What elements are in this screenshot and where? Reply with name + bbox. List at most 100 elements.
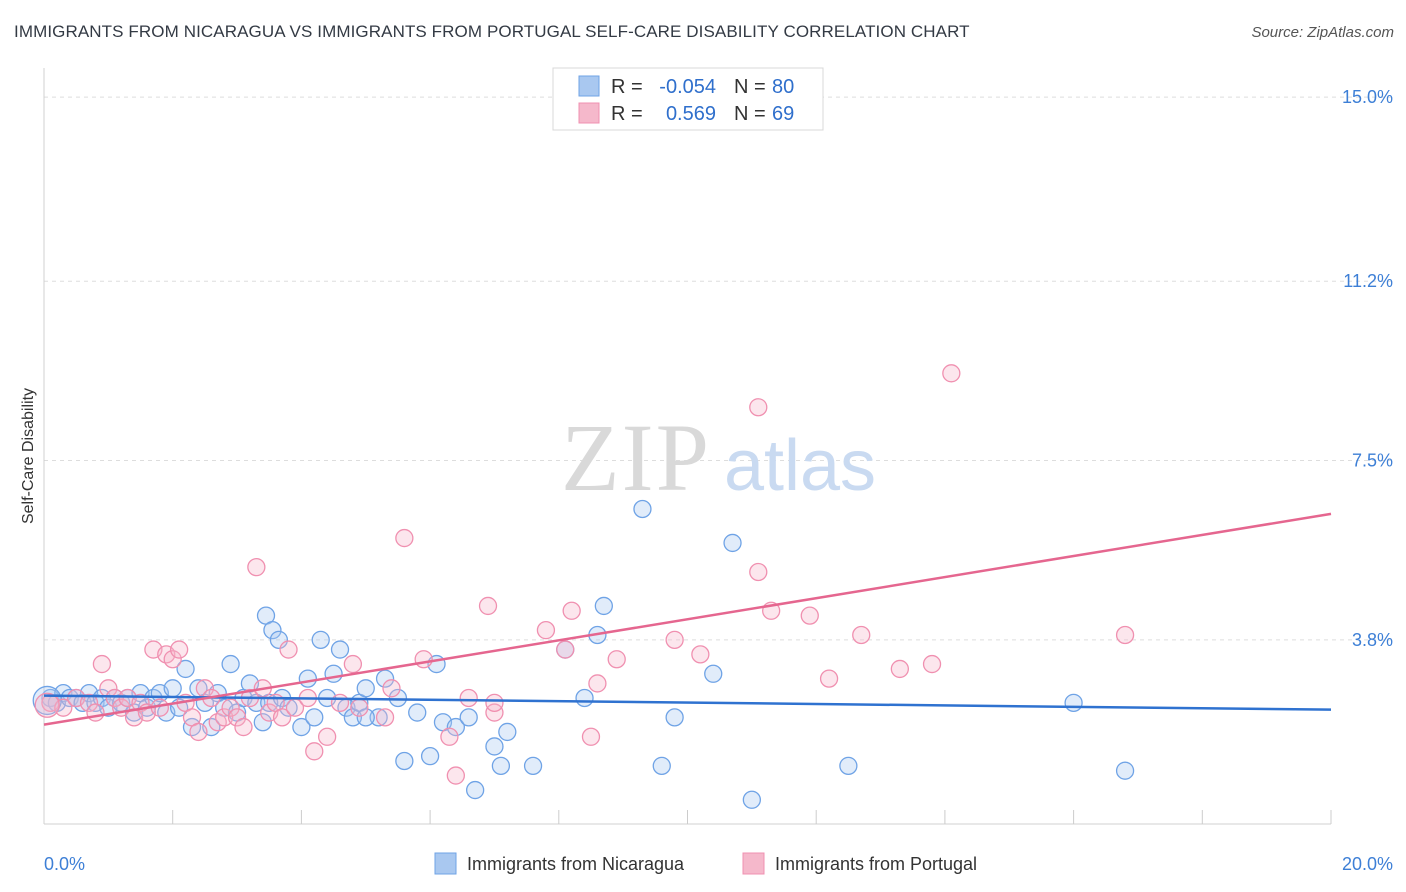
- portugal-point-37: [305, 742, 324, 761]
- portugal-point-46: [440, 727, 459, 746]
- portugal-point-55: [581, 727, 601, 746]
- nicaragua-point-73: [723, 533, 742, 553]
- nicaragua-point-70: [652, 756, 671, 775]
- nicaragua-point-60: [465, 780, 485, 800]
- portugal-point-64: [819, 669, 839, 688]
- nicaragua-point-50: [356, 679, 375, 698]
- nicaragua-point-61: [485, 737, 504, 756]
- nicaragua-point-62: [491, 756, 511, 775]
- watermark-atlas: atlas: [724, 426, 876, 506]
- y-axis-label: Self-Care Disability: [20, 388, 37, 524]
- portugal-point-48: [459, 688, 478, 708]
- nicaragua-point-33: [253, 713, 272, 732]
- portugal-point-65: [852, 625, 871, 645]
- portugal-point-42: [375, 708, 395, 727]
- nicaragua-point-54: [395, 751, 414, 771]
- portugal-point-40: [343, 654, 363, 674]
- portugal-point-38: [317, 727, 337, 746]
- nicaragua-point-52: [375, 669, 395, 688]
- portugal-trend-line: [43, 512, 1332, 726]
- nicaragua-point-37: [269, 630, 289, 649]
- portugal-point-50: [485, 703, 504, 722]
- nicaragua-points: [32, 499, 1135, 809]
- portugal-point-39: [330, 693, 350, 712]
- nicaragua-point-56: [420, 747, 440, 766]
- portugal-point-54: [562, 601, 581, 620]
- nicaragua-point-55: [408, 703, 427, 722]
- portugal-point-49: [478, 596, 498, 616]
- portugal-point-17: [169, 640, 189, 659]
- portugal-point-41: [350, 698, 369, 717]
- y-tick-label-1: 7.5%: [1352, 451, 1393, 471]
- nicaragua-point-79: [356, 708, 375, 727]
- nicaragua-point-21: [176, 659, 195, 679]
- portugal-point-43: [382, 679, 401, 698]
- nicaragua-point-59: [446, 717, 465, 737]
- nicaragua-point-45: [324, 664, 343, 683]
- stats-legend: R = -0.054 N = 80 R = 0.569 N = 69: [552, 67, 824, 131]
- legend-r-value-2: 0.569: [666, 103, 716, 125]
- nicaragua-point-63: [498, 722, 517, 742]
- portugal-point-47: [446, 766, 465, 785]
- portugal-point-66: [890, 659, 910, 679]
- portugal-point-59: [691, 645, 710, 664]
- nicaragua-point-76: [1064, 693, 1083, 712]
- portugal-point-7: [105, 688, 124, 708]
- nicaragua-point-64: [523, 756, 543, 775]
- series-label-portugal: Immigrants from Portugal: [775, 854, 977, 874]
- nicaragua-point-74: [742, 790, 761, 809]
- gridlines: [44, 96, 1392, 641]
- series-legend: Immigrants from Nicaragua Immigrants fro…: [434, 852, 977, 875]
- nicaragua-point-36: [263, 621, 282, 640]
- nicaragua-point-40: [292, 717, 311, 737]
- nicaragua-point-43: [311, 630, 330, 649]
- series-swatch-nicaragua: [434, 852, 457, 875]
- nicaragua-point-46: [330, 640, 350, 659]
- portugal-point-cluster: [34, 692, 60, 718]
- legend-r-label-2: R =: [611, 103, 643, 125]
- legend-n-label-1: N =: [734, 76, 766, 98]
- nicaragua-point-51: [369, 708, 388, 727]
- portugal-point-69: [1115, 625, 1135, 645]
- legend-n-label-2: N =: [734, 103, 766, 125]
- portugal-point-26: [227, 708, 247, 727]
- portugal-point-57: [607, 650, 626, 669]
- chart-title: IMMIGRANTS FROM NICARAGUA VS IMMIGRANTS …: [14, 22, 970, 41]
- portugal-point-33: [272, 708, 292, 727]
- portugal-point-61: [749, 562, 768, 582]
- portugal-point-44: [395, 528, 414, 548]
- x-tick-marks: [172, 810, 1332, 824]
- portugal-point-53: [556, 640, 575, 659]
- portugal-point-60: [749, 398, 768, 417]
- nicaragua-point-77: [1115, 761, 1135, 780]
- portugal-point-20: [189, 722, 208, 742]
- nicaragua-point-78: [459, 708, 478, 727]
- nicaragua-point-19: [163, 679, 182, 698]
- nicaragua-point-28: [221, 654, 240, 674]
- portugal-point-63: [800, 606, 819, 625]
- y-tick-label-2: 11.2%: [1343, 271, 1393, 291]
- portugal-point-67: [922, 654, 942, 674]
- portugal-point-45: [414, 650, 433, 669]
- portugal-point-34: [279, 640, 298, 659]
- portugal-point-5: [92, 654, 112, 674]
- x-tick-label-0: 0.0%: [44, 854, 85, 874]
- y-tick-label-3: 15.0%: [1342, 87, 1393, 107]
- x-tick-label-1: 20.0%: [1342, 854, 1393, 874]
- y-tick-labels: 3.8% 7.5% 11.2% 15.0%: [1342, 87, 1393, 650]
- nicaragua-trend-line: [43, 694, 1332, 711]
- nicaragua-point-71: [665, 708, 684, 727]
- nicaragua-point-66: [575, 688, 594, 708]
- portugal-point-58: [665, 630, 684, 649]
- nicaragua-point-53: [388, 688, 408, 708]
- watermark-zip: ZIP: [561, 404, 711, 511]
- nicaragua-point-75: [839, 756, 858, 775]
- y-tick-label-0: 3.8%: [1352, 630, 1393, 650]
- portugal-point-56: [588, 674, 607, 693]
- legend-r-value-1: -0.054: [659, 76, 716, 98]
- series-swatch-portugal: [742, 852, 765, 875]
- legend-swatch-portugal: [578, 102, 600, 124]
- nicaragua-point-42: [305, 708, 324, 727]
- legend-r-label-1: R =: [611, 76, 643, 98]
